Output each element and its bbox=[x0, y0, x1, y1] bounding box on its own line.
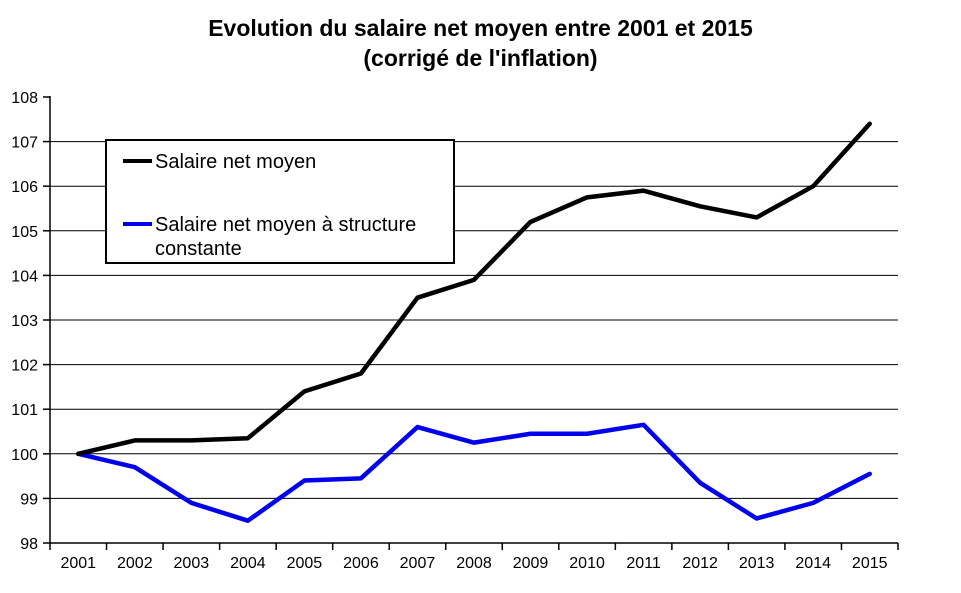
x-tick-label: 2012 bbox=[682, 555, 718, 572]
x-tick-label: 2008 bbox=[456, 555, 492, 572]
x-tick-label: 2001 bbox=[60, 555, 96, 572]
y-tick-label: 102 bbox=[11, 358, 38, 375]
y-tick-label: 103 bbox=[11, 313, 38, 330]
x-tick-label: 2011 bbox=[626, 555, 661, 572]
legend-item-structure-constante: Salaire net moyen à structure constante bbox=[123, 213, 453, 261]
y-tick-label: 107 bbox=[11, 135, 38, 152]
chart-title: Evolution du salaire net moyen entre 200… bbox=[0, 13, 961, 73]
x-tick-label: 2009 bbox=[513, 555, 549, 572]
x-tick-label: 2007 bbox=[400, 555, 436, 572]
chart-title-line1: Evolution du salaire net moyen entre 200… bbox=[208, 15, 753, 41]
y-tick-label: 105 bbox=[11, 224, 38, 241]
y-tick-label: 101 bbox=[11, 402, 38, 419]
x-tick-label: 2013 bbox=[739, 555, 775, 572]
legend-item-salaire-net-moyen: Salaire net moyen bbox=[123, 150, 316, 174]
x-tick-label: 2014 bbox=[795, 555, 831, 572]
legend-label: Salaire net moyen à structure constante bbox=[155, 214, 417, 260]
legend-box: Salaire net moyen Salaire net moyen à st… bbox=[105, 139, 455, 264]
y-tick-label: 100 bbox=[11, 447, 38, 464]
series-line-salaire-net-moyen-structure-constante bbox=[76, 422, 872, 523]
legend-label: Salaire net moyen bbox=[155, 151, 317, 173]
x-tick-label: 2003 bbox=[174, 555, 210, 572]
legend-line-swatch-blue bbox=[123, 222, 152, 226]
x-tick-label: 2015 bbox=[852, 555, 888, 572]
series-line-salaire-net-moyen bbox=[76, 121, 872, 457]
y-tick-label: 98 bbox=[20, 536, 38, 553]
y-tick-label: 108 bbox=[11, 90, 38, 107]
y-tick-label: 99 bbox=[20, 491, 38, 508]
y-tick-label: 104 bbox=[11, 268, 38, 285]
y-tick-label: 106 bbox=[11, 179, 38, 196]
legend-line-swatch-black bbox=[123, 159, 152, 163]
x-tick-label: 2010 bbox=[569, 555, 605, 572]
x-tick-label: 2006 bbox=[343, 555, 379, 572]
chart-title-line2: (corrigé de l'inflation) bbox=[363, 45, 598, 71]
x-tick-label: 2004 bbox=[230, 555, 266, 572]
x-tick-label: 2005 bbox=[287, 555, 323, 572]
x-tick-label: 2002 bbox=[117, 555, 153, 572]
